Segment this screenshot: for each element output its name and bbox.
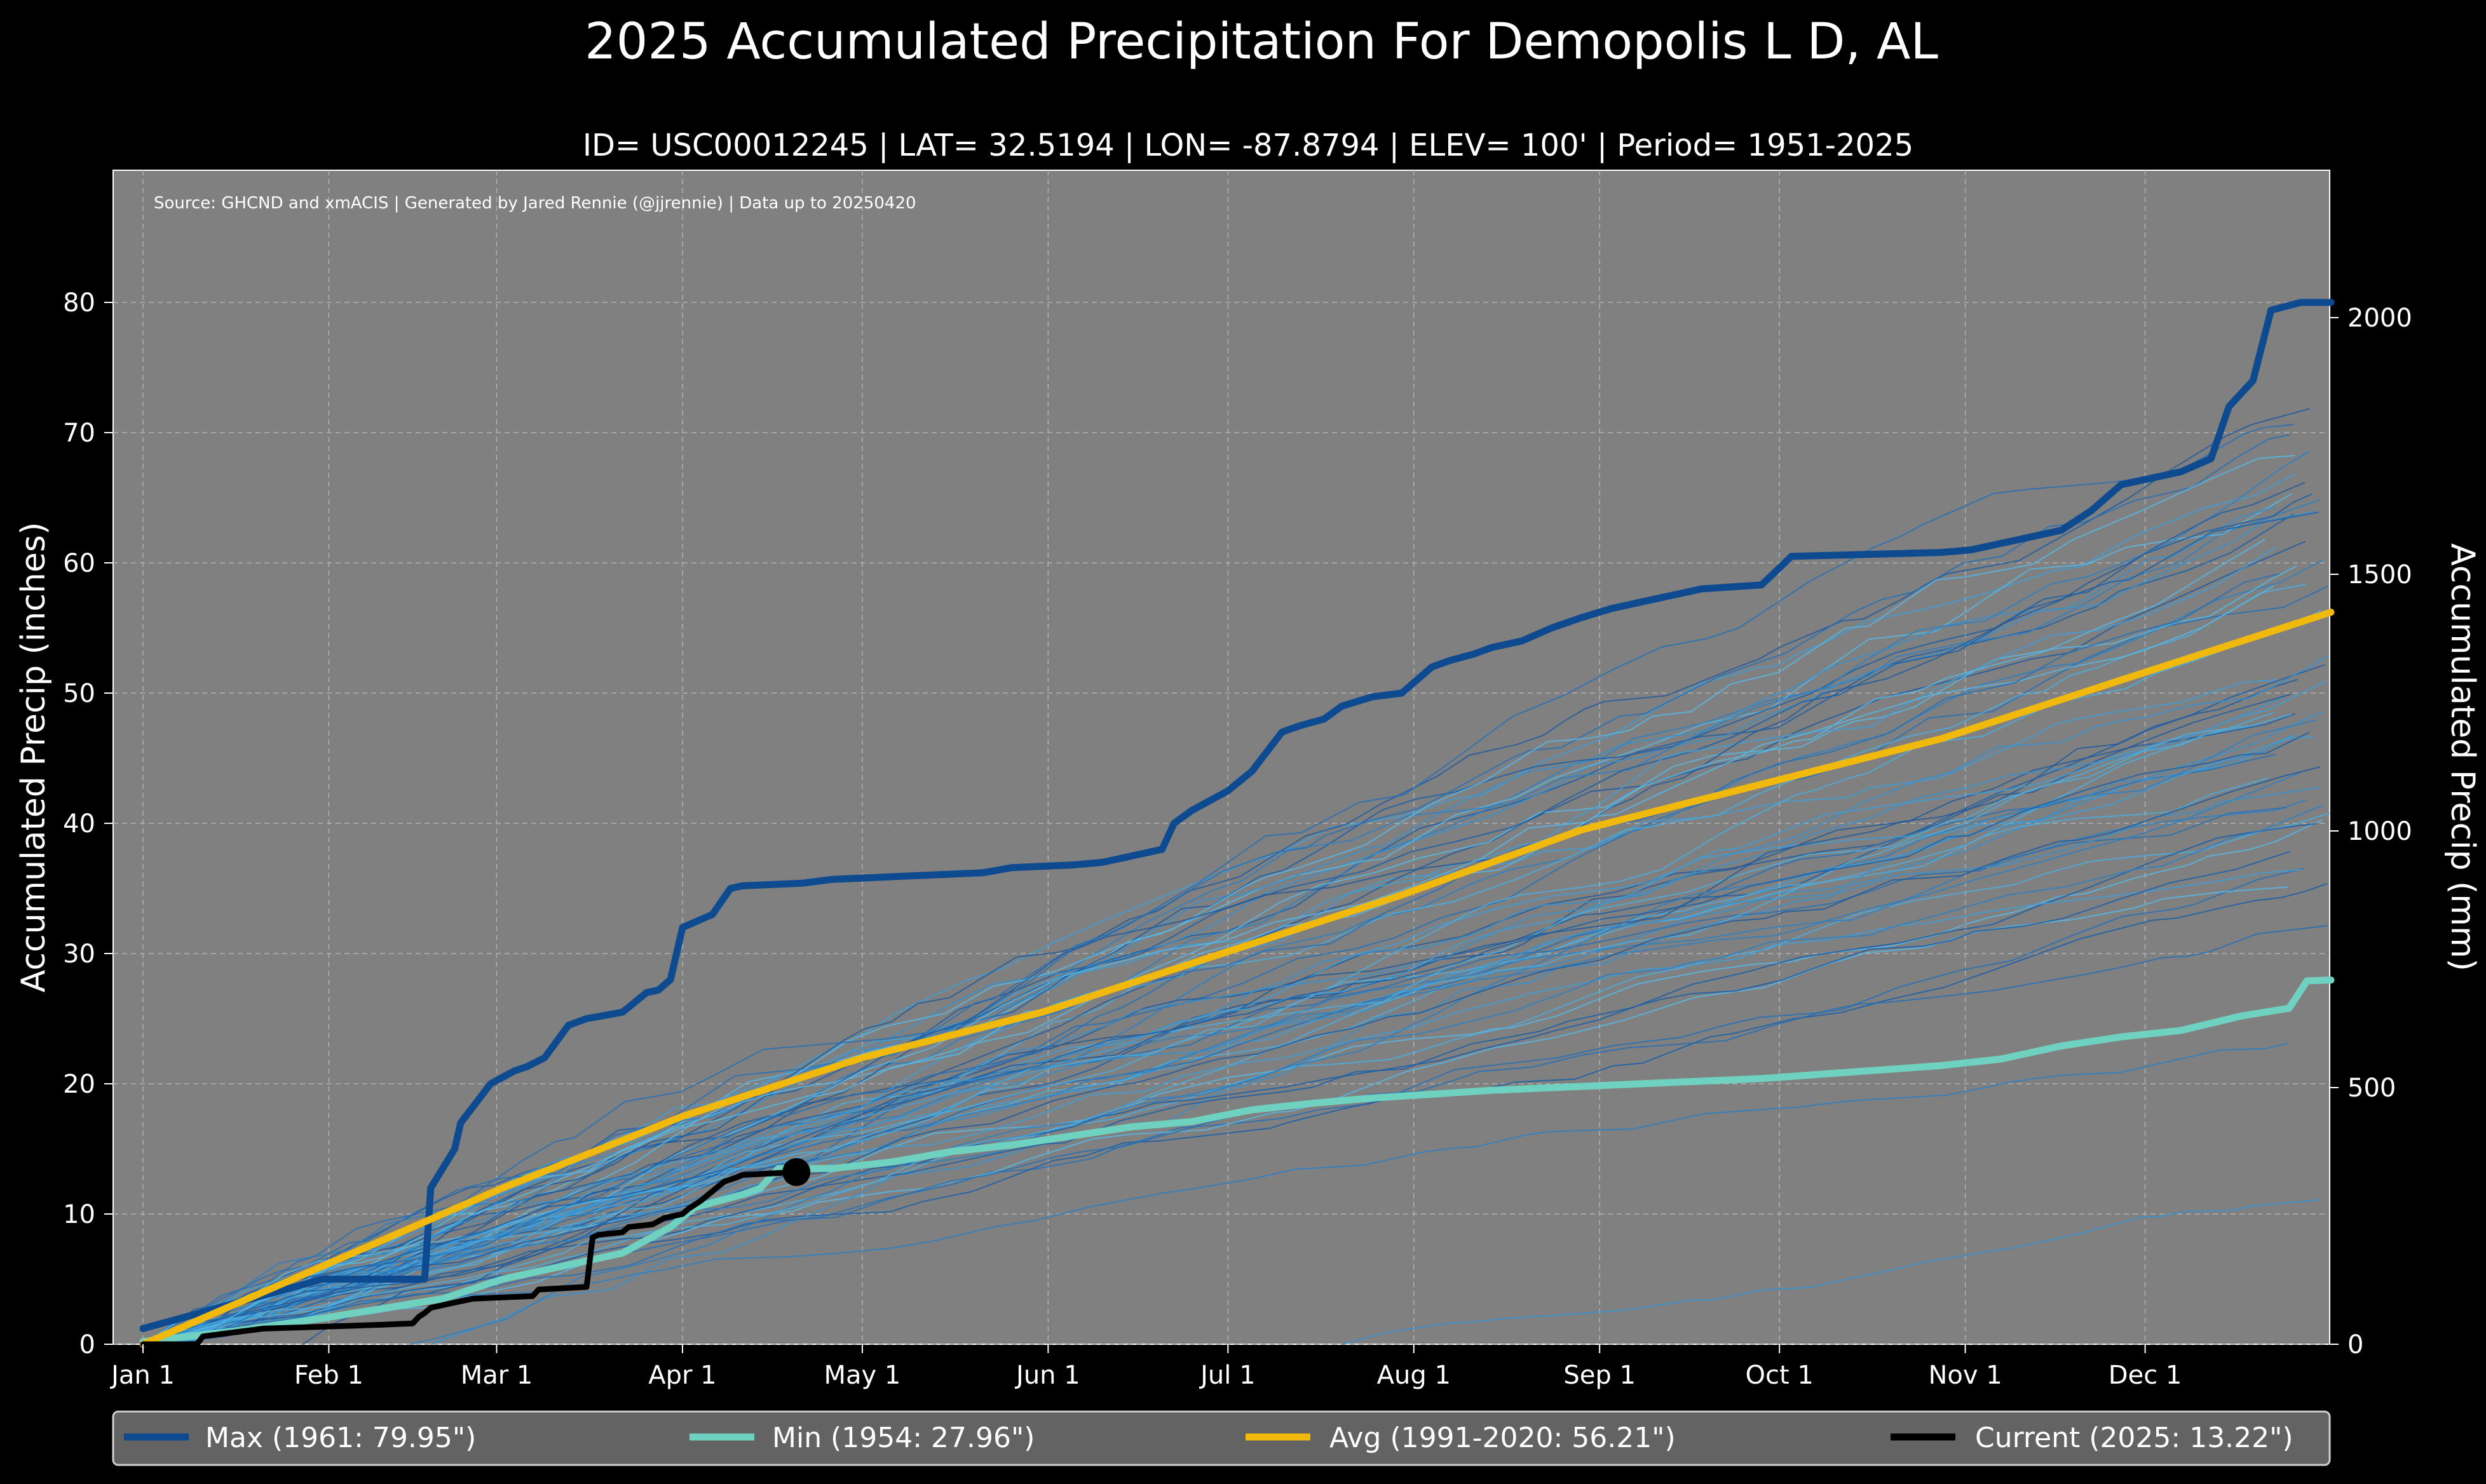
y-right-tick-label: 2000 bbox=[2347, 304, 2412, 333]
historical-year-line bbox=[142, 499, 2320, 1345]
historical-year-line bbox=[142, 539, 2265, 1345]
y-tick-label: 10 bbox=[63, 1200, 95, 1229]
series-line-min bbox=[139, 976, 2335, 1346]
historical-year-line bbox=[142, 786, 2320, 1345]
historical-year-line bbox=[142, 513, 2294, 1345]
historical-year-line bbox=[142, 493, 2313, 1345]
y-right-tick-label: 1000 bbox=[2347, 817, 2412, 846]
historical-year-line bbox=[142, 869, 2301, 1345]
historical-year-line bbox=[1341, 1199, 2321, 1345]
x-tick-label: Mar 1 bbox=[461, 1361, 533, 1390]
historical-year-line bbox=[142, 511, 2314, 1345]
y-tick-label: 30 bbox=[63, 940, 95, 969]
legend-label-max: Max (1961: 79.95") bbox=[205, 1422, 476, 1454]
legend-box bbox=[112, 1410, 2331, 1466]
historical-year-line bbox=[142, 473, 2296, 1345]
plot-area bbox=[112, 170, 2330, 1345]
historical-year-line bbox=[142, 804, 2323, 1345]
historical-year-line bbox=[142, 450, 2310, 1345]
series-line-max bbox=[139, 299, 2335, 1332]
y-axis-left: 0 10 20 30 40 50 60 70 80 bbox=[63, 288, 113, 1359]
historical-year-line bbox=[142, 724, 2261, 1345]
legend-label-min: Min (1954: 27.96") bbox=[772, 1422, 1035, 1454]
historical-year-lines bbox=[142, 408, 2330, 1345]
historical-year-line bbox=[142, 799, 2307, 1345]
y-axis-label-left: Accumulated Precip (inches) bbox=[15, 522, 53, 993]
y-tick-label: 80 bbox=[63, 288, 95, 318]
historical-year-line bbox=[142, 823, 2318, 1345]
y-axis-label-right: Accumulated Precip (mm) bbox=[2443, 543, 2482, 971]
historical-year-line bbox=[142, 851, 2290, 1345]
historical-year-line bbox=[142, 812, 2330, 1345]
y-tick-label: 20 bbox=[63, 1070, 95, 1099]
series-line-current bbox=[140, 1169, 799, 1347]
x-tick-label: Dec 1 bbox=[2109, 1361, 2182, 1390]
historical-year-line bbox=[142, 731, 2310, 1345]
historical-year-line bbox=[142, 585, 2274, 1345]
x-tick-label: May 1 bbox=[824, 1361, 901, 1390]
historical-year-line bbox=[142, 482, 2306, 1345]
historical-year-line bbox=[142, 772, 2300, 1345]
x-tick-label: Sep 1 bbox=[1563, 1361, 1636, 1390]
historical-year-line bbox=[142, 680, 2326, 1345]
y-tick-label: 0 bbox=[79, 1330, 95, 1359]
historical-year-line bbox=[142, 1042, 2288, 1345]
chart-title: 2025 Accumulated Precipitation For Demop… bbox=[585, 13, 1938, 71]
historical-year-line bbox=[142, 434, 2291, 1345]
x-tick-label: Apr 1 bbox=[648, 1361, 716, 1390]
current-point-marker bbox=[782, 1157, 811, 1186]
x-tick-label: Nov 1 bbox=[1928, 1361, 2002, 1390]
legend-label-avg: Avg (1991-2020: 56.21") bbox=[1329, 1422, 1676, 1454]
y-right-tick-label: 500 bbox=[2347, 1074, 2396, 1103]
x-tick-label: Oct 1 bbox=[1746, 1361, 1814, 1390]
y-tick-label: 40 bbox=[63, 809, 95, 839]
historical-year-line bbox=[142, 766, 2321, 1345]
legend-label-current: Current (2025: 13.22") bbox=[1975, 1422, 2293, 1454]
source-note: Source: GHCND and xmACIS | Generated by … bbox=[154, 194, 916, 213]
series-layer bbox=[139, 299, 2335, 1348]
x-tick-label: Jul 1 bbox=[1199, 1361, 1255, 1390]
y-tick-label: 70 bbox=[63, 419, 95, 448]
historical-year-line bbox=[142, 711, 2325, 1345]
series-line-avg bbox=[139, 609, 2335, 1348]
historical-year-line bbox=[142, 713, 2292, 1345]
y-right-tick-label: 1500 bbox=[2347, 560, 2412, 590]
historical-year-line bbox=[142, 455, 2295, 1345]
historical-year-line bbox=[142, 807, 2286, 1345]
chart-subtitle: ID= USC00012245 | LAT= 32.5194 | LON= -8… bbox=[583, 128, 1913, 163]
x-tick-label: Jan 1 bbox=[109, 1361, 175, 1390]
historical-year-line bbox=[142, 506, 2276, 1345]
historical-year-line bbox=[430, 734, 2293, 1345]
x-axis: Jan 1 Feb 1 Mar 1 Apr 1 May 1 Jun 1 Jul 1 Aug 1… bbox=[109, 1344, 2182, 1390]
y-tick-label: 60 bbox=[63, 549, 95, 578]
x-tick-label: Jun 1 bbox=[1014, 1361, 1080, 1390]
historical-year-line bbox=[142, 511, 2320, 1345]
historical-year-line bbox=[142, 712, 2274, 1345]
x-tick-label: Aug 1 bbox=[1377, 1361, 1451, 1390]
y-tick-label: 50 bbox=[63, 679, 95, 708]
legend: Max (1961: 79.95") Min (1954: 27.96") Avg … bbox=[124, 1422, 2293, 1454]
x-tick-label: Feb 1 bbox=[294, 1361, 363, 1390]
y-axis-right: 0 500 1000 1500 2000 bbox=[2330, 304, 2412, 1359]
y-right-tick-label: 0 bbox=[2347, 1330, 2363, 1359]
grid-lines bbox=[113, 170, 2330, 1345]
historical-year-line bbox=[142, 573, 2280, 1345]
historical-year-line bbox=[411, 719, 2318, 1345]
